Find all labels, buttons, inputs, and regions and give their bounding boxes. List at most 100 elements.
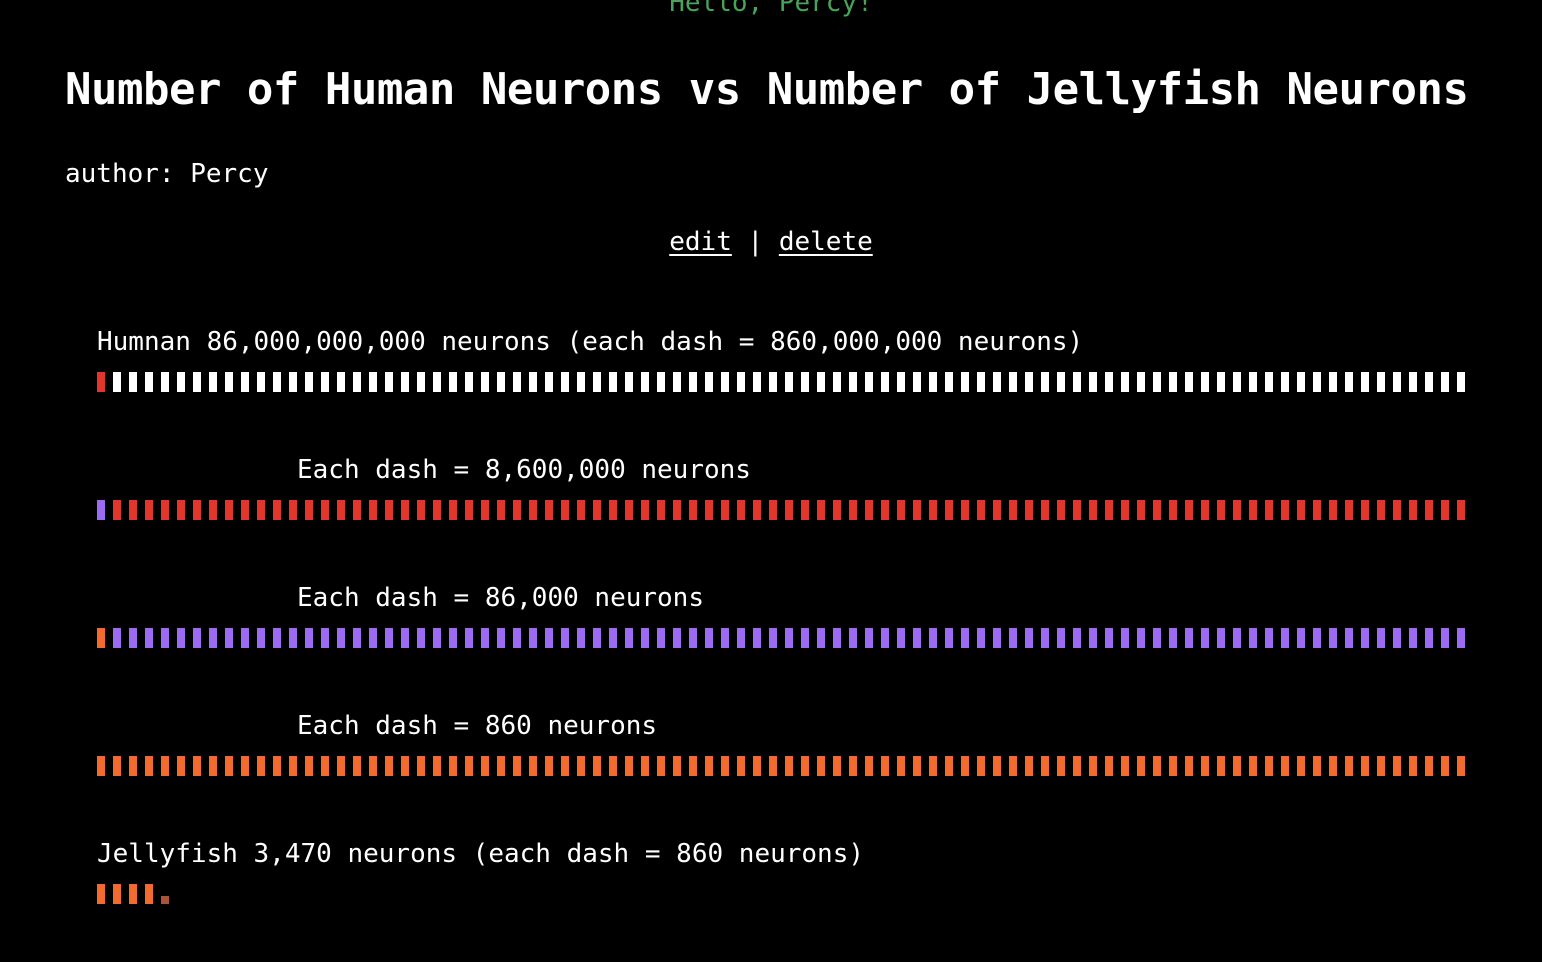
dash [1441, 628, 1449, 648]
dash [449, 372, 457, 392]
dash [817, 756, 825, 776]
dash [433, 372, 441, 392]
dash [881, 500, 889, 520]
dash [385, 628, 393, 648]
dash [881, 628, 889, 648]
dash [1345, 756, 1353, 776]
edit-link[interactable]: edit [669, 227, 732, 257]
dash [721, 756, 729, 776]
dash [529, 372, 537, 392]
dash [977, 500, 985, 520]
dash [305, 372, 313, 392]
dash [657, 756, 665, 776]
dash [513, 372, 521, 392]
dash [705, 756, 713, 776]
dash [753, 372, 761, 392]
dash [705, 628, 713, 648]
dash [241, 628, 249, 648]
dash [225, 756, 233, 776]
dash [337, 756, 345, 776]
dash [1457, 756, 1465, 776]
dash [337, 628, 345, 648]
dash [849, 372, 857, 392]
dash [257, 372, 265, 392]
dash [673, 500, 681, 520]
dash [1089, 628, 1097, 648]
dash [1089, 500, 1097, 520]
dash [849, 628, 857, 648]
dash [1185, 372, 1193, 392]
dash [593, 500, 601, 520]
dash [1457, 372, 1465, 392]
dash [289, 372, 297, 392]
actions-separator: | [747, 227, 764, 257]
lead-dash [97, 500, 105, 520]
dash [1169, 628, 1177, 648]
dash [785, 372, 793, 392]
dash [289, 756, 297, 776]
dash [1217, 756, 1225, 776]
dash [225, 500, 233, 520]
dash [561, 756, 569, 776]
dash [1057, 372, 1065, 392]
dash [609, 628, 617, 648]
dash [1105, 756, 1113, 776]
dash [689, 756, 697, 776]
dash [465, 628, 473, 648]
dash [1233, 372, 1241, 392]
dash [273, 500, 281, 520]
dash [737, 500, 745, 520]
dash [1361, 500, 1369, 520]
dash [241, 500, 249, 520]
lead-dash [97, 756, 105, 776]
dash [177, 756, 185, 776]
dash [1009, 756, 1017, 776]
dash [1121, 372, 1129, 392]
dash [689, 372, 697, 392]
dash [593, 756, 601, 776]
dash [593, 372, 601, 392]
dash [1297, 500, 1305, 520]
dash [129, 884, 137, 904]
dash [769, 628, 777, 648]
dash [1281, 372, 1289, 392]
dash [945, 628, 953, 648]
dash [545, 372, 553, 392]
dash [513, 756, 521, 776]
dash-row-8600000 [97, 500, 1473, 520]
dash [769, 372, 777, 392]
dash [353, 628, 361, 648]
dash [721, 500, 729, 520]
dash [1073, 628, 1081, 648]
dash [481, 628, 489, 648]
dash [1265, 628, 1273, 648]
dash [1121, 756, 1129, 776]
dash [1313, 756, 1321, 776]
dash [817, 500, 825, 520]
dash [1329, 500, 1337, 520]
dash [657, 500, 665, 520]
dash [1169, 500, 1177, 520]
dash [913, 628, 921, 648]
dash [929, 372, 937, 392]
dash [1137, 756, 1145, 776]
jellyfish-neurons-label: Jellyfish 3,470 neurons (each dash = 860… [97, 839, 865, 869]
dash [465, 756, 473, 776]
dash [1297, 628, 1305, 648]
dash [817, 372, 825, 392]
dash [321, 372, 329, 392]
dash [641, 500, 649, 520]
dash [1313, 372, 1321, 392]
dash [497, 756, 505, 776]
dash [865, 756, 873, 776]
dash [497, 500, 505, 520]
delete-link[interactable]: delete [778, 227, 873, 257]
dash [833, 628, 841, 648]
dash [1281, 500, 1289, 520]
dash [961, 628, 969, 648]
dash [1137, 372, 1145, 392]
dash [545, 500, 553, 520]
dash [417, 756, 425, 776]
dash [209, 628, 217, 648]
dash [1265, 756, 1273, 776]
